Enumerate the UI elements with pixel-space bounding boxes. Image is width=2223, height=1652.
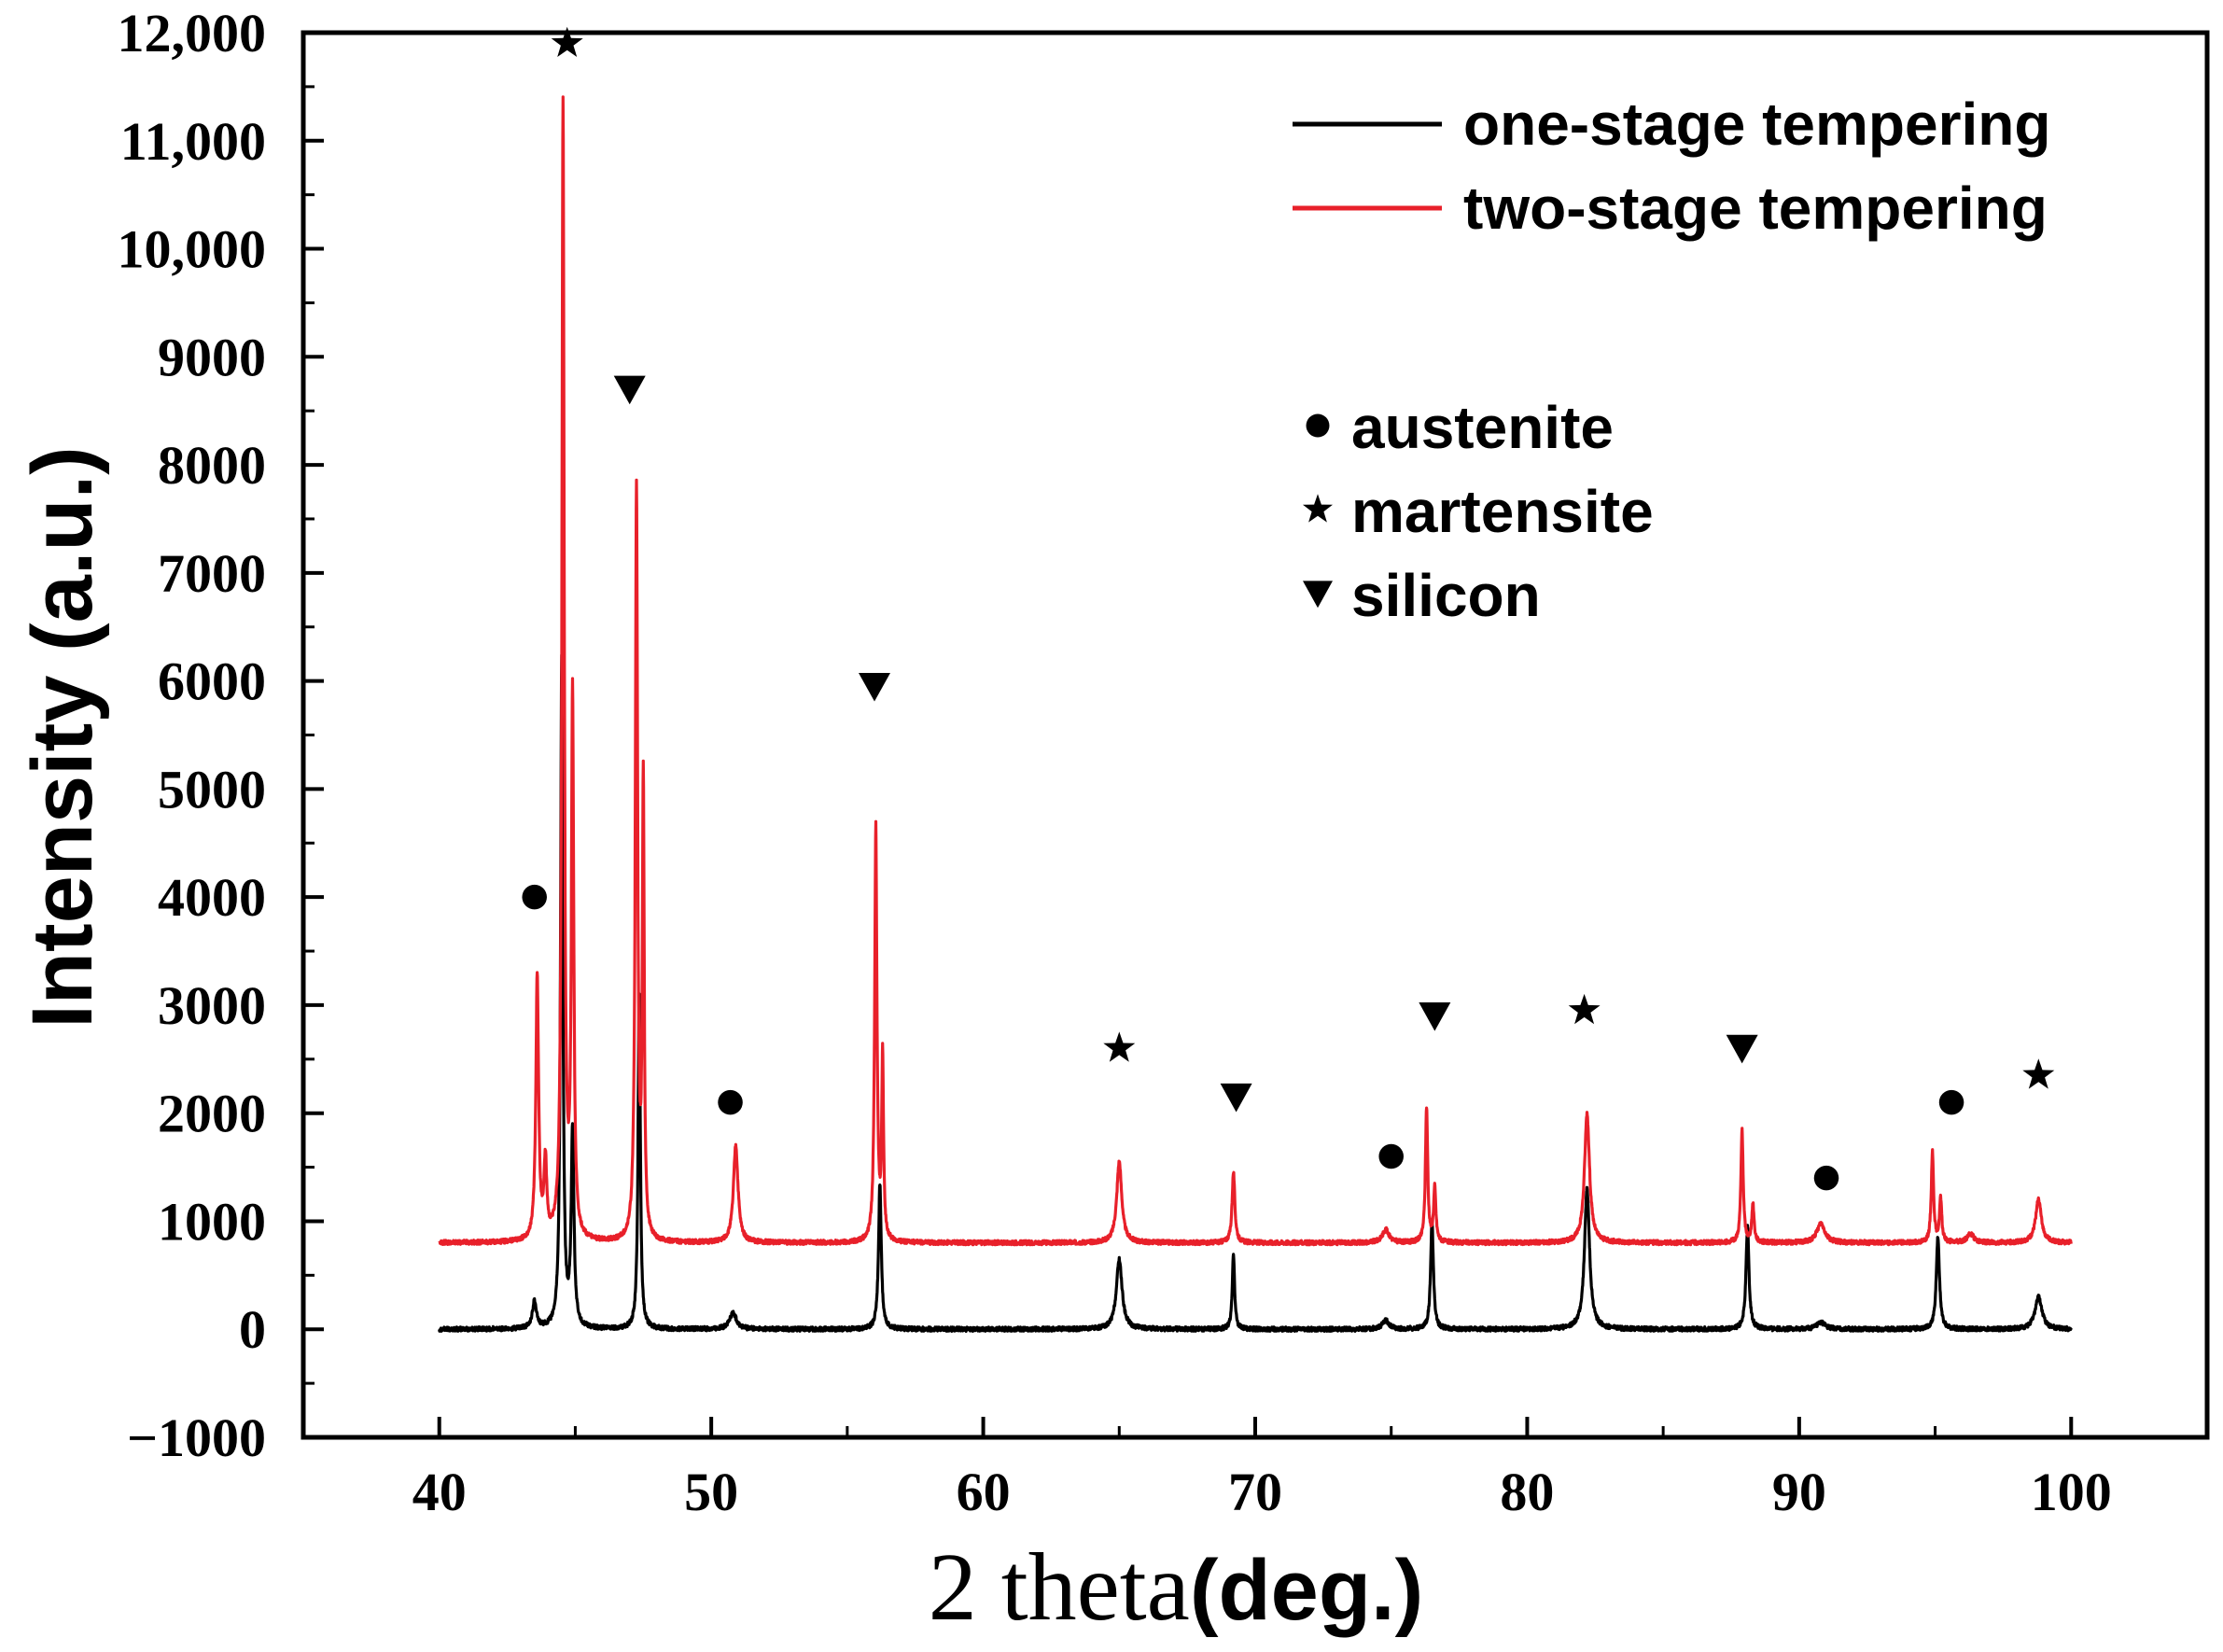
triangle-peak-marker	[1419, 1002, 1451, 1031]
series-line-1	[438, 95, 2073, 1247]
triangle-peak-marker	[1726, 1034, 1758, 1064]
y-tick-label: 2000	[158, 1084, 266, 1144]
plot-frame	[301, 30, 2210, 1440]
phase-legend-triangle-icon	[1303, 581, 1333, 609]
star-peak-marker	[2022, 1058, 2055, 1089]
circle-peak-marker	[1938, 1089, 1964, 1115]
triangle-peak-marker	[1220, 1083, 1252, 1113]
circle-peak-marker	[1378, 1143, 1404, 1169]
circle-peak-marker	[522, 884, 547, 910]
x-axis-label-unit: (deg.)	[1190, 1543, 1423, 1638]
y-tick-label: 12,000	[118, 3, 267, 63]
x-tick-label: 40	[412, 1462, 467, 1522]
star-peak-marker	[1568, 993, 1601, 1025]
y-tick-label: 11,000	[120, 111, 266, 172]
phase-legend-label: silicon	[1351, 562, 1541, 629]
series-line-0	[438, 653, 2073, 1334]
y-tick-label: 5000	[158, 759, 266, 819]
star-peak-marker	[551, 26, 583, 57]
y-tick-label: 8000	[158, 435, 266, 496]
legend-label: one-stage tempering	[1463, 91, 2050, 158]
y-tick-label: 3000	[158, 975, 266, 1036]
y-tick-label: 0	[239, 1299, 266, 1360]
circle-peak-marker	[1813, 1165, 1839, 1191]
x-axis-label-main: 2 theta	[929, 1533, 1190, 1641]
legend-label: two-stage tempering	[1463, 175, 2048, 242]
x-tick-label: 50	[684, 1462, 738, 1522]
phase-legend-label: martensite	[1351, 478, 1654, 545]
phase-legend-label: austenite	[1351, 394, 1614, 461]
y-tick-label: 1000	[158, 1191, 266, 1252]
y-tick-label: 10,000	[118, 219, 267, 280]
x-axis-label: 2 theta(deg.)	[929, 1533, 1424, 1641]
x-tick-label: 90	[1772, 1462, 1826, 1522]
y-axis-label: Intensity (a.u.)	[15, 446, 110, 1029]
y-tick-label: 6000	[158, 651, 266, 712]
triangle-peak-marker	[613, 375, 646, 405]
triangle-peak-marker	[859, 672, 890, 702]
y-tick-label: 4000	[158, 867, 266, 928]
y-tick-label: 7000	[158, 543, 266, 604]
x-tick-label: 60	[957, 1462, 1011, 1522]
star-peak-marker	[1103, 1031, 1136, 1062]
x-tick-label: 70	[1228, 1462, 1282, 1522]
x-tick-label: 80	[1500, 1462, 1554, 1522]
phase-legend-circle-icon	[1306, 413, 1330, 438]
y-tick-label: −1000	[127, 1407, 266, 1468]
x-tick-label: 100	[2031, 1462, 2112, 1522]
phase-legend-star-icon	[1303, 494, 1333, 523]
circle-peak-marker	[718, 1089, 743, 1115]
y-tick-label: 9000	[158, 327, 266, 387]
